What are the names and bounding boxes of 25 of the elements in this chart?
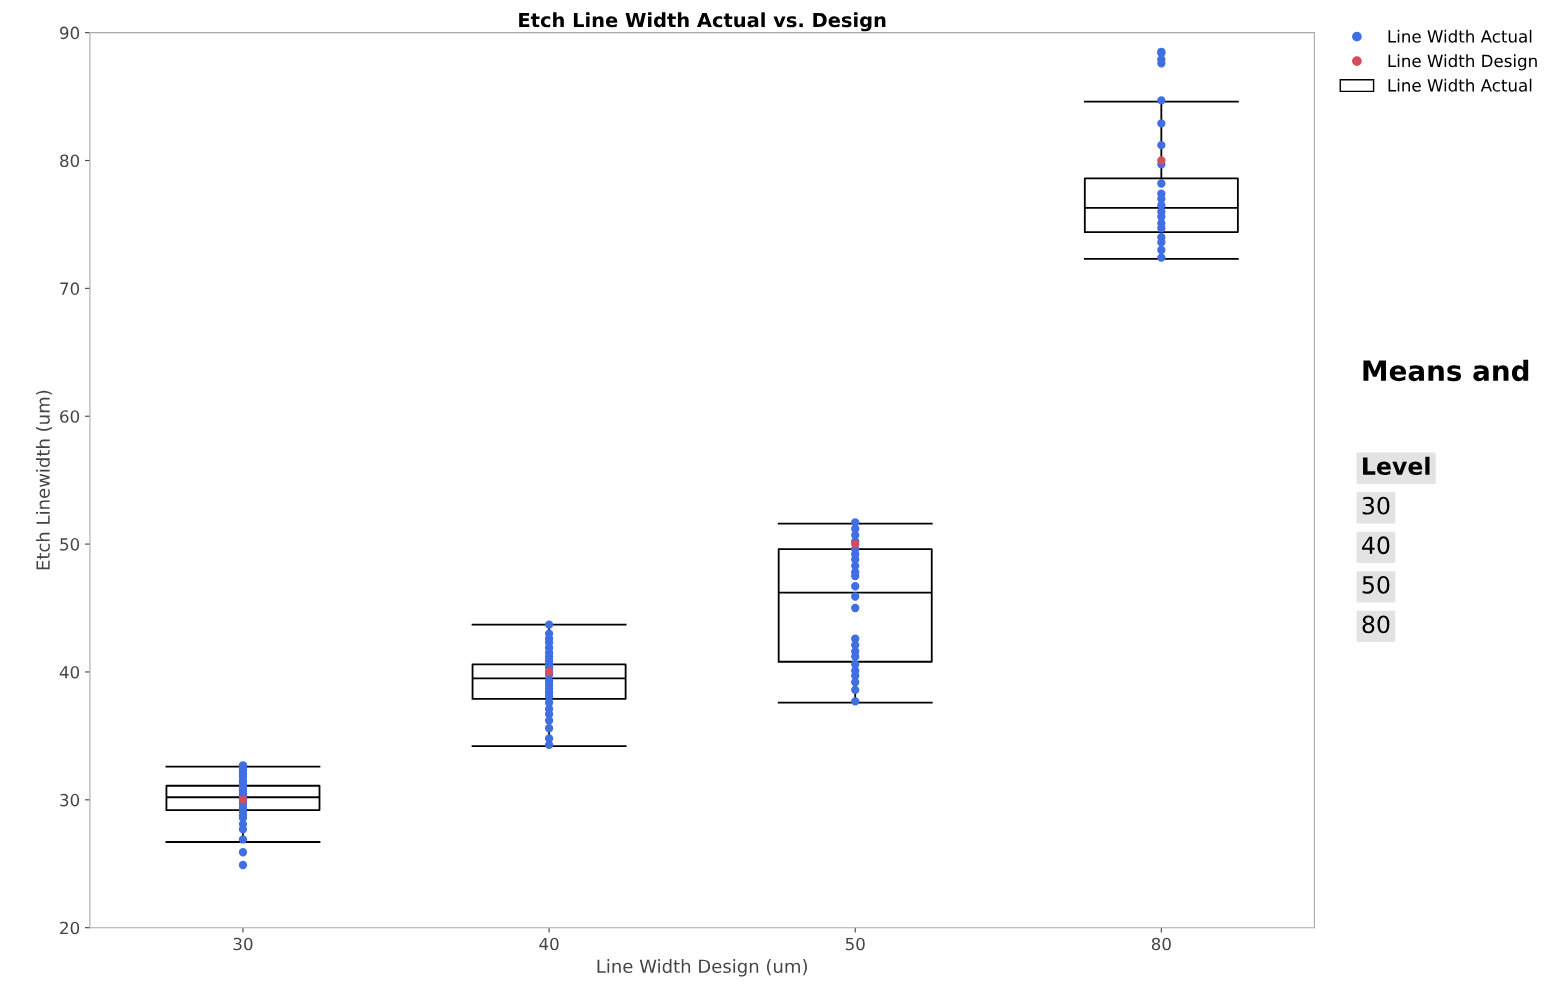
point	[1157, 156, 1166, 165]
y-tick-label: 70	[60, 282, 80, 295]
y-tick-label: 60	[60, 410, 80, 423]
x-tick-label: 80	[1151, 937, 1171, 951]
legend-label: Line Width Actual	[1388, 78, 1532, 92]
legend-label: Line Width Design	[1388, 54, 1537, 71]
y-tick-label: 30	[60, 793, 80, 807]
y-tick-label: 40	[59, 665, 80, 679]
text: 30	[1362, 496, 1390, 515]
y-tick-label: 90	[60, 26, 80, 40]
y-tick-label: 50	[60, 538, 80, 551]
y-tick-label: 20	[60, 921, 80, 935]
x-tick-label: 50	[845, 937, 865, 951]
y-axis-title: Etch Linewidth (um)	[35, 390, 53, 570]
legend-label: Line Width Actual	[1388, 29, 1532, 43]
chart-title: Etch Line Width Actual vs. Design	[519, 12, 886, 32]
x-axis-title: Line Width Design (um)	[597, 959, 807, 977]
text: Means and	[1363, 359, 1529, 382]
x-tick-label: 40	[539, 937, 559, 951]
text: 50	[1362, 575, 1390, 594]
text: 40	[1362, 536, 1390, 555]
text: 80	[1362, 615, 1390, 634]
text: Level	[1363, 456, 1430, 476]
y-tick-label: 80	[60, 154, 80, 168]
x-tick-label: 30	[233, 937, 253, 951]
